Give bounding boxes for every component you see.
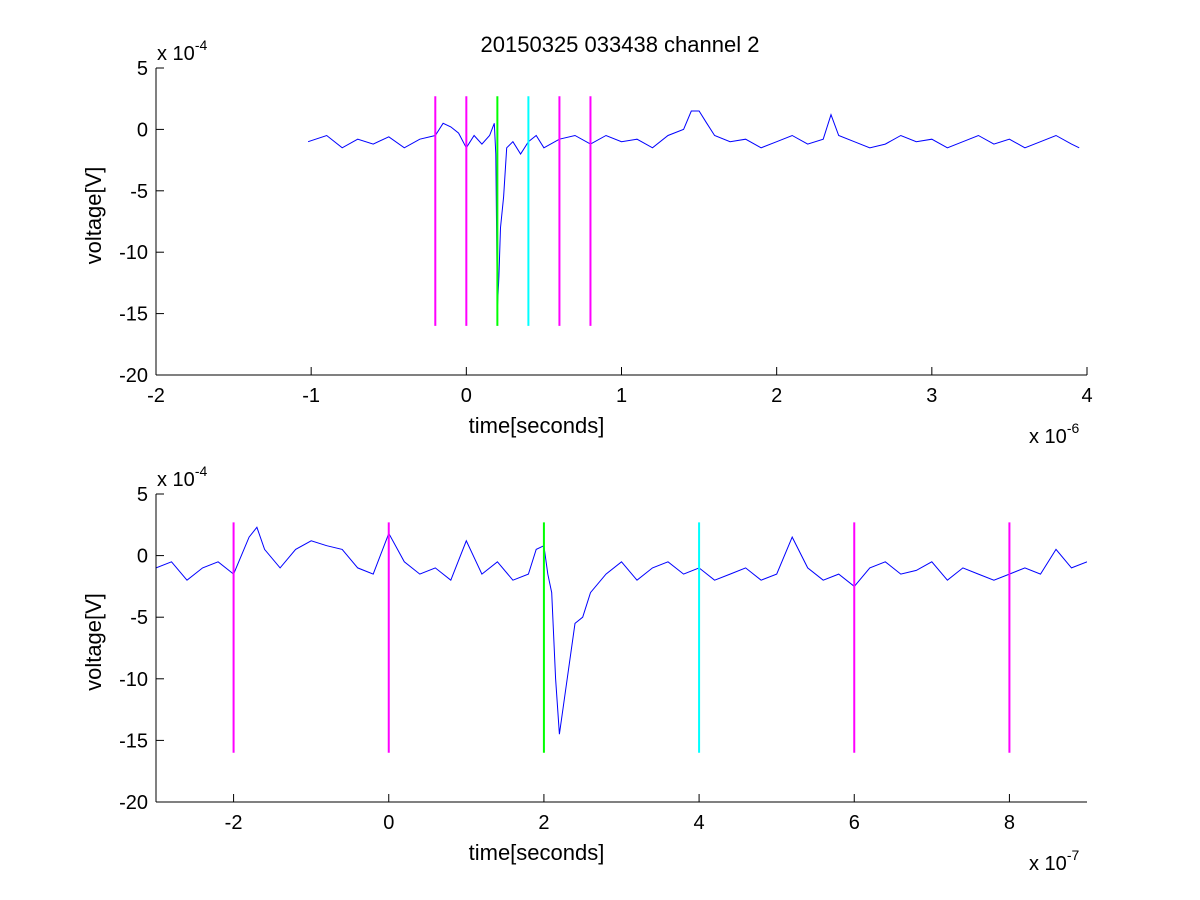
x-tick-label: 1 [616,385,627,407]
x-tick-label: 4 [1081,385,1092,407]
x-tick-label: -1 [302,385,320,407]
top-subplot: -2 -1 0 1 2 3 4-20-15-10-505time[seconds]volta… [81,37,1093,448]
x-tick-label: 2 [771,385,782,407]
y-tick-label: -5 [130,607,148,629]
x-axis-label: time[seconds] [469,413,605,438]
y-axis-label: voltage[V] [81,593,106,691]
y-scale-exponent: x 10-4 [157,37,207,65]
bottom-subplot: -2 0 2 4 6 8-20-15-10-505time[seconds]voltage… [81,463,1087,875]
y-tick-label: -10 [119,242,148,264]
y-tick-label: -20 [119,792,148,814]
y-tick-label: -15 [119,304,148,326]
x-tick-label: 0 [383,812,394,834]
y-tick-label: 0 [137,119,148,141]
y-tick-label: -15 [119,730,148,752]
x-axis-label: time[seconds] [469,840,605,865]
x-scale-exponent: x 10-7 [1029,847,1079,875]
x-tick-label: 8 [1004,812,1015,834]
x-tick-label: 2 [538,812,549,834]
signal-series-line [307,110,1080,308]
y-tick-label: -10 [119,669,148,691]
y-tick-label: -5 [130,181,148,203]
y-scale-exponent: x 10-4 [157,463,207,491]
x-tick-label: -2 [225,812,243,834]
x-tick-label: 6 [849,812,860,834]
y-tick-label: 0 [137,546,148,568]
x-tick-label: 0 [461,385,472,407]
figure-title: 20150325 033438 channel 2 [481,32,760,57]
y-tick-label: 5 [137,484,148,506]
y-tick-label: -20 [119,365,148,387]
y-axis-label: voltage[V] [81,167,106,265]
x-tick-label: 4 [694,812,705,834]
x-tick-label: 3 [926,385,937,407]
y-tick-label: 5 [137,58,148,80]
signal-series-line [156,526,1087,735]
x-scale-exponent: x 10-6 [1029,420,1079,448]
x-tick-label: -2 [147,385,165,407]
